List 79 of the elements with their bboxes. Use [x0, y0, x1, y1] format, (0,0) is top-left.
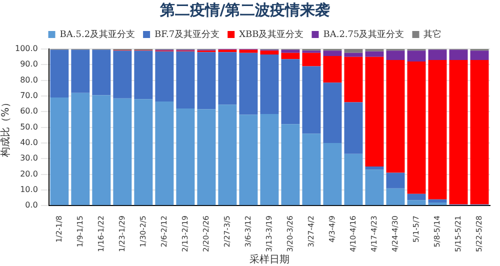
bar: [92, 95, 111, 206]
bar: [71, 50, 90, 93]
y-tick-label: 80.0: [20, 75, 38, 84]
bar: [470, 50, 489, 60]
bar: [365, 170, 384, 206]
bar: [470, 60, 489, 204]
bar: [323, 56, 342, 83]
bar: [281, 50, 300, 53]
legend-label: XBB及其亚分支: [239, 28, 304, 40]
bar: [407, 50, 426, 62]
bar: [386, 50, 405, 60]
bar: [218, 52, 237, 105]
bar: [365, 51, 384, 57]
y-tick-label: 70.0: [20, 91, 38, 100]
bar: [281, 52, 300, 60]
bar: [344, 49, 363, 53]
bar: [449, 50, 468, 60]
bar: [260, 54, 279, 114]
chart-title: 第二疫情/第二波疫情来袭: [158, 0, 330, 19]
legend-label: BF.7及其亚分支: [154, 28, 220, 40]
bar: [407, 62, 426, 194]
bar: [302, 66, 321, 134]
bar: [239, 50, 258, 53]
bar: [428, 199, 447, 202]
bar: [134, 50, 153, 100]
bar: [134, 99, 153, 206]
bar: [260, 50, 279, 54]
bar: [113, 98, 132, 206]
bar: [71, 92, 90, 206]
bar: [176, 108, 195, 206]
bar: [386, 188, 405, 206]
bar: [323, 142, 342, 206]
bar: [365, 56, 384, 166]
bar: [386, 172, 405, 188]
y-tick-label: 90.0: [20, 60, 38, 69]
bar: [50, 50, 69, 98]
bar: [239, 52, 258, 115]
legend-label: BA.2.75及其亚分支: [323, 28, 404, 40]
y-axis-title: 构成比（%）: [0, 98, 12, 158]
bar: [323, 50, 342, 56]
y-tick-label: 100.0: [14, 44, 38, 54]
bar: [281, 124, 300, 206]
bar: [386, 60, 405, 173]
bar: [344, 56, 363, 102]
bar: [92, 50, 111, 96]
bar: [428, 60, 447, 200]
bar: [302, 134, 321, 206]
bar: [260, 114, 279, 206]
bar: [407, 200, 426, 206]
bar: [344, 102, 363, 154]
bar: [344, 154, 363, 206]
bar: [428, 50, 447, 60]
bar: [407, 194, 426, 200]
bar: [323, 82, 342, 143]
y-tick-label: 50.0: [20, 122, 38, 132]
bar: [344, 52, 363, 57]
legend-label: BA.5.2及其亚分支: [60, 28, 136, 40]
bar: [428, 202, 447, 206]
y-tick-label: 30.0: [20, 154, 38, 163]
bar: [197, 109, 216, 206]
bar: [50, 98, 69, 206]
bar: [239, 114, 258, 206]
x-axis-title: 采样日期: [249, 254, 290, 266]
bar: [197, 52, 216, 110]
bar: [218, 104, 237, 206]
y-tick-label: 0.0: [25, 200, 38, 210]
bar: [113, 50, 132, 98]
bar: [176, 51, 195, 109]
y-tick-label: 20.0: [20, 169, 38, 178]
legend-label: 其它: [424, 28, 442, 40]
y-tick-label: 10.0: [20, 185, 38, 194]
y-tick-label: 40.0: [20, 138, 38, 148]
bar: [302, 52, 321, 66]
bar: [449, 60, 468, 204]
bar: [365, 166, 384, 170]
bar: [155, 51, 174, 102]
y-tick-label: 60.0: [20, 106, 38, 116]
bar: [155, 101, 174, 206]
bar: [281, 59, 300, 124]
